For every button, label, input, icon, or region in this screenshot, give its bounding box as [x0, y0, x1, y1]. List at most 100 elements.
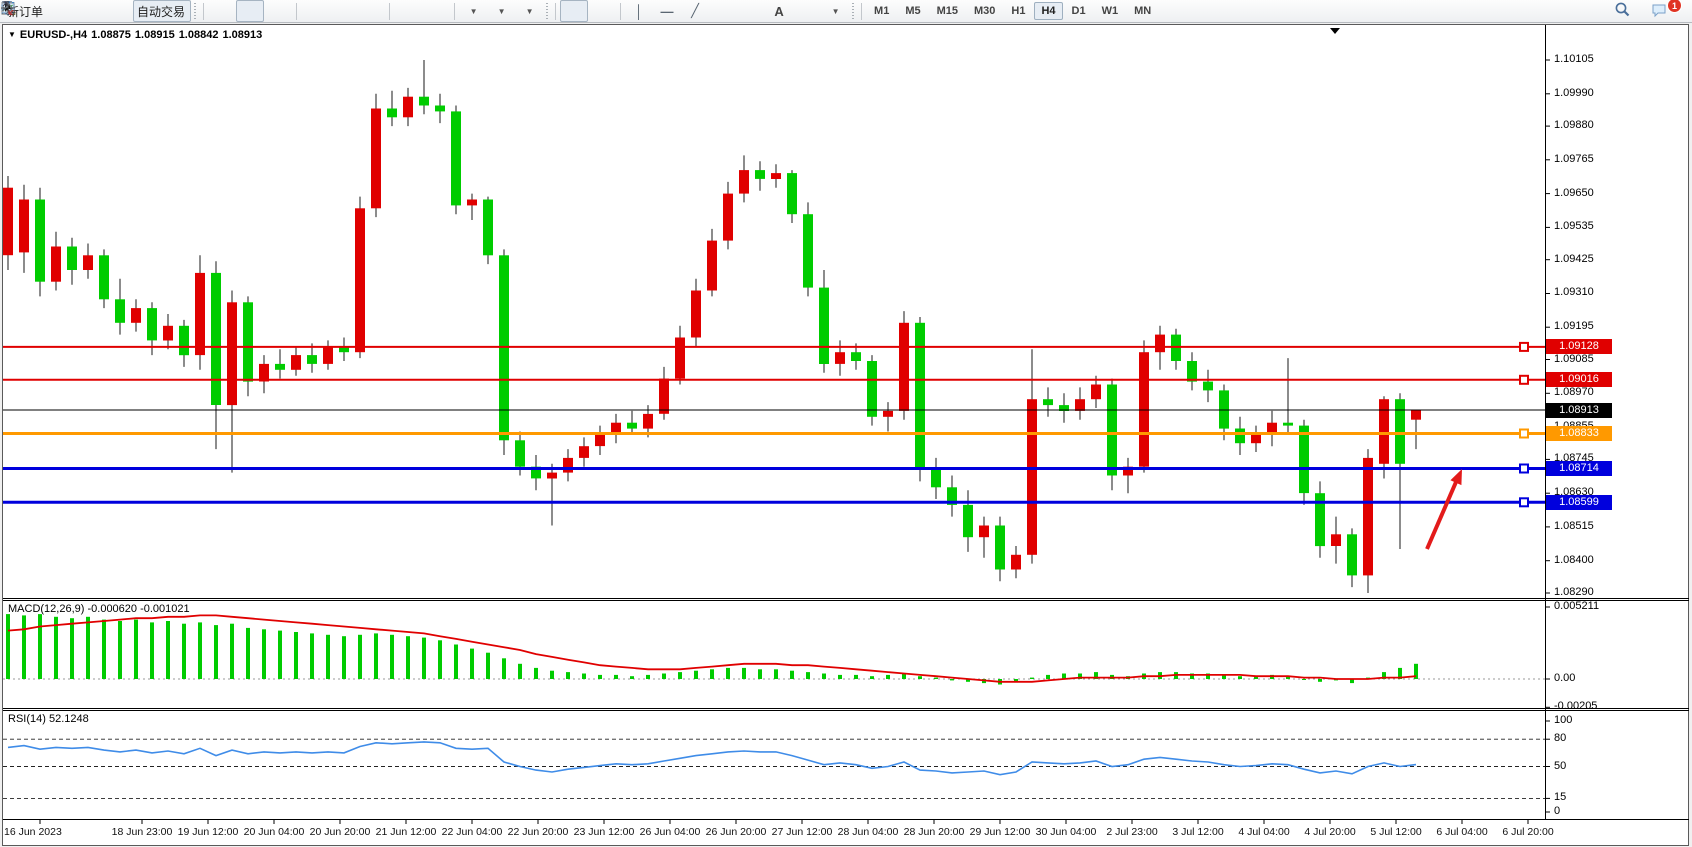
price-axis-label: 1.09195: [1554, 320, 1594, 333]
price-axis-label: 1.09880: [1554, 119, 1594, 132]
time-axis-label: 2 Jul 23:00: [1106, 826, 1158, 838]
panel-separator[interactable]: [3, 598, 1689, 599]
timeframe-m30[interactable]: M30: [974, 5, 996, 17]
dropdown-caret: ▼: [831, 6, 840, 16]
macd-axis-label: 0.00: [1554, 672, 1576, 684]
text-icon: A: [774, 3, 784, 19]
trendline-button[interactable]: ╱: [681, 0, 709, 22]
time-axis-label: 28 Jun 04:00: [837, 826, 899, 838]
rsi-label: RSI(14) 52.1248: [8, 713, 89, 725]
notifications-button[interactable]: 1: [1650, 0, 1682, 23]
macd-main-value: -0.000620: [87, 603, 138, 615]
time-axis-label: 18 Jun 23:00: [111, 826, 173, 838]
chart-shift-end-marker[interactable]: [1330, 28, 1340, 34]
vertical-line-button[interactable]: │: [625, 0, 653, 22]
svg-text:F: F: [12, 10, 16, 16]
macd-axis-label: -0.00205: [1554, 700, 1598, 713]
ohlc-low: 1.08842: [178, 29, 219, 41]
price-axis-label: 1.10105: [1554, 52, 1594, 65]
new-order-label: 新订单: [7, 4, 44, 19]
time-axis-label: 26 Jun 04:00: [639, 826, 701, 838]
auto-trading-label: 自动交易: [137, 4, 186, 19]
svg-text:T: T: [6, 4, 12, 14]
timeframe-m15[interactable]: M15: [936, 5, 958, 17]
chat-icon: [1652, 4, 1666, 18]
search-button[interactable]: [1614, 1, 1642, 23]
toolbar-grip: [852, 3, 855, 19]
timeframe-m5[interactable]: M5: [905, 5, 921, 17]
level-price-label: 1.08714: [1546, 460, 1612, 476]
candles: [3, 60, 1421, 593]
time-axis-label: 23 Jun 12:00: [573, 826, 635, 838]
timeframe-group: M1 M5 M15 M30 H1 H4 D1 W1 MN: [866, 2, 1159, 20]
rsi-value: 52.1248: [48, 713, 89, 725]
rsi-panel-graphics: [3, 738, 1545, 799]
notification-badge: 1: [1667, 0, 1682, 13]
timeframe-h1[interactable]: H1: [1011, 5, 1026, 17]
level-lines: [3, 341, 1545, 508]
level-price-label: 1.09016: [1546, 372, 1612, 388]
rsi-axis-label: 100: [1554, 714, 1573, 726]
time-axis-label: 27 Jun 12:00: [771, 826, 833, 838]
timeframe-mn[interactable]: MN: [1134, 5, 1152, 17]
macd-axis-label: 0.005211: [1554, 600, 1600, 612]
dropdown-caret: ▼: [497, 6, 506, 16]
text-label-button[interactable]: T: [1, 0, 821, 22]
vertical-line-icon: │: [634, 3, 644, 19]
rsi-axis-label: 15: [1554, 791, 1567, 804]
annotation-arrow: [1425, 469, 1462, 550]
timeframe-w1[interactable]: W1: [1101, 5, 1119, 17]
symbol-period: EURUSD-,H4: [19, 29, 88, 41]
price-axis-label: 1.09310: [1554, 286, 1594, 299]
time-axis-label: 4 Jul 20:00: [1304, 826, 1356, 838]
panel-separator: [3, 819, 1689, 820]
toolbar-separator: [861, 2, 863, 20]
time-axis-label: 5 Jul 12:00: [1370, 826, 1422, 838]
rsi-axis-label: 50: [1554, 759, 1567, 772]
price-axis-label: 1.09085: [1554, 352, 1594, 365]
text-label-icon: T: [1, 2, 15, 14]
text-button[interactable]: A: [765, 0, 793, 22]
rsi-axis-label: 0: [1554, 805, 1561, 817]
time-axis-label: 3 Jul 12:00: [1172, 826, 1224, 838]
price-axis-label: 1.09765: [1554, 152, 1594, 165]
time-axis-label: 16 Jun 2023: [4, 826, 62, 838]
price-axis-label: 1.08970: [1554, 386, 1594, 399]
main-toolbar: 新订单 自动交易 ▼ ▼ ▼ │: [0, 0, 1692, 23]
price-axis-line: [1545, 25, 1546, 820]
panel-separator[interactable]: [3, 708, 1689, 709]
chevron-down-icon[interactable]: ▼: [8, 30, 16, 39]
time-axis-label: 22 Jun 04:00: [441, 826, 503, 838]
chart-title: ▼ EURUSD-,H4 1.08875 1.08915 1.08842 1.08913: [8, 29, 266, 41]
time-axis-label: 6 Jul 20:00: [1502, 826, 1554, 838]
arrows-button[interactable]: ▼: [2, 0, 849, 22]
macd-panel-graphics: [3, 614, 1545, 685]
ohlc-close: 1.08913: [222, 29, 263, 41]
arrows-icon: [2, 1, 14, 15]
dropdown-caret: ▼: [525, 6, 534, 16]
time-axis-label: 22 Jun 20:00: [507, 826, 569, 838]
price-axis-label: 1.09990: [1554, 86, 1594, 99]
time-axis-label: 20 Jun 04:00: [243, 826, 305, 838]
price-axis-label: 1.09425: [1554, 252, 1594, 265]
macd-label: MACD(12,26,9) -0.000620 -0.001021: [8, 603, 190, 615]
time-axis-label: 20 Jun 20:00: [309, 826, 371, 838]
toolbar-separator: [203, 2, 205, 20]
time-axis-label: 29 Jun 12:00: [969, 826, 1031, 838]
current-price-label: 1.08913: [1546, 402, 1612, 418]
timeframe-m1[interactable]: M1: [874, 5, 890, 17]
macd-name: MACD(12,26,9): [8, 603, 85, 615]
toolbar-separator: [555, 2, 557, 20]
rsi-axis-label: 80: [1554, 732, 1567, 745]
search-icon: [1615, 2, 1630, 17]
price-axis-label: 1.08515: [1554, 519, 1594, 532]
time-axis-label: 6 Jul 04:00: [1436, 826, 1488, 838]
toolbar-separator: [389, 2, 391, 20]
level-price-label: 1.08833: [1546, 426, 1612, 442]
price-axis-label: 1.08290: [1554, 586, 1594, 598]
horizontal-line-button[interactable]: —: [653, 0, 681, 22]
timeframe-d1[interactable]: D1: [1071, 5, 1086, 17]
timeframe-h4[interactable]: H4: [1034, 2, 1063, 20]
